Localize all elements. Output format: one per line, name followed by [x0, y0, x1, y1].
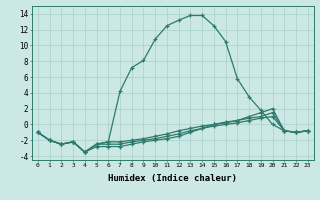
- X-axis label: Humidex (Indice chaleur): Humidex (Indice chaleur): [108, 174, 237, 183]
